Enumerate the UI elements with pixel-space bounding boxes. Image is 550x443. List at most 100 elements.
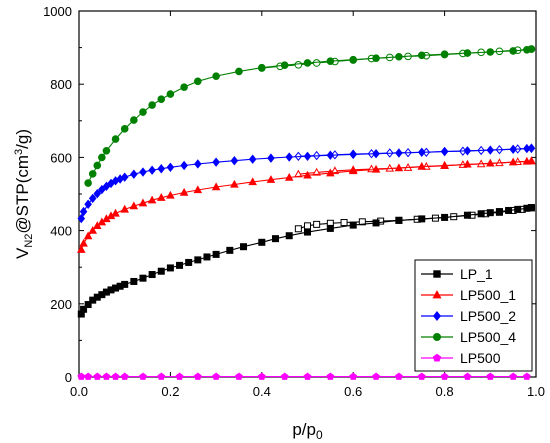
y-axis-title-post: /g)	[13, 129, 32, 149]
data-point-adsorption	[212, 157, 220, 167]
data-point-adsorption	[372, 54, 380, 63]
data-point-adsorption	[326, 168, 335, 177]
y-tick-label: 800	[50, 77, 72, 92]
data-point-adsorption	[180, 83, 188, 91]
data-point-adsorption	[77, 372, 86, 380]
data-point-adsorption	[212, 372, 220, 380]
data-point-adsorption	[395, 216, 403, 224]
data-point-adsorption	[111, 135, 120, 143]
data-point-adsorption	[394, 163, 404, 172]
data-point-adsorption	[226, 246, 234, 254]
data-point-adsorption	[84, 372, 93, 380]
data-point-adsorption	[371, 164, 381, 173]
data-point-adsorption	[303, 151, 312, 161]
data-point-adsorption	[179, 187, 189, 196]
data-point-adsorption	[148, 101, 156, 109]
data-point-adsorption	[129, 201, 139, 210]
data-point-adsorption	[194, 77, 202, 86]
data-point-adsorption	[157, 164, 166, 174]
data-point-adsorption	[166, 264, 174, 272]
y-tick-label: 600	[50, 150, 72, 165]
data-point-adsorption	[440, 160, 449, 169]
data-point-adsorption	[395, 52, 403, 61]
data-point-adsorption	[84, 179, 92, 187]
data-point-adsorption	[395, 372, 403, 380]
data-point-adsorption	[240, 243, 248, 251]
data-point-desorption	[340, 219, 348, 227]
data-point-adsorption	[157, 372, 166, 380]
series-lp-1	[77, 204, 535, 318]
data-point-adsorption	[175, 372, 184, 380]
data-point-adsorption	[79, 206, 88, 217]
data-point-adsorption	[303, 170, 312, 179]
legend-label: LP500_4	[460, 329, 516, 345]
legend-label: LP500	[460, 350, 501, 366]
legend-marker	[433, 270, 441, 278]
data-point-adsorption	[235, 67, 243, 76]
data-point-adsorption	[417, 161, 427, 170]
data-point-adsorption	[477, 210, 485, 218]
data-point-adsorption	[194, 159, 202, 169]
data-point-adsorption	[77, 213, 86, 224]
data-point-adsorption	[486, 158, 495, 167]
data-point-adsorption	[102, 147, 111, 155]
y-axis-title-mid: @STP(cm	[13, 155, 32, 234]
data-point-adsorption	[285, 232, 293, 240]
data-point-adsorption	[418, 215, 426, 223]
legend-label: LP_1	[460, 266, 493, 282]
x-axis-title-subscript: 0	[316, 428, 323, 442]
data-point-adsorption	[111, 372, 120, 380]
data-point-adsorption	[230, 155, 239, 166]
x-tick-label: 0.0	[70, 384, 88, 399]
data-point-adsorption	[138, 198, 148, 207]
data-point-adsorption	[248, 154, 257, 164]
series-lp500-1	[76, 156, 536, 253]
data-point-adsorption	[348, 166, 358, 175]
data-point-adsorption	[486, 372, 495, 380]
data-point-adsorption	[193, 185, 203, 194]
data-point-adsorption	[258, 238, 266, 246]
data-point-adsorption	[80, 305, 88, 313]
data-point-desorption	[312, 167, 321, 176]
data-point-adsorption	[257, 372, 266, 380]
data-point-adsorption	[139, 108, 147, 116]
data-point-adsorption	[76, 244, 86, 253]
y-axis-title-v: V	[13, 247, 32, 259]
data-point-adsorption	[98, 153, 106, 162]
data-point-adsorption	[527, 45, 536, 53]
data-point-adsorption	[326, 150, 335, 160]
legend: LP_1 LP500_1 LP500_2 LP500_4 LP500	[414, 259, 533, 372]
data-point-adsorption	[88, 193, 97, 204]
data-point-adsorption	[372, 372, 380, 380]
legend-marker	[432, 332, 442, 342]
data-point-adsorption	[230, 179, 239, 188]
data-point-desorption	[294, 61, 303, 69]
data-point-adsorption	[349, 221, 357, 229]
data-point-adsorption	[486, 48, 495, 56]
data-point-adsorption	[166, 90, 175, 98]
data-point-adsorption	[120, 125, 129, 133]
x-tick-label: 0.6	[344, 384, 362, 399]
data-point-adsorption	[98, 184, 106, 195]
data-point-desorption	[385, 163, 395, 172]
series-lp500	[77, 372, 531, 380]
data-point-adsorption	[166, 162, 175, 172]
x-tick-label: 0.2	[161, 384, 179, 399]
x-tick-label: 0.4	[253, 384, 271, 399]
data-point-adsorption	[157, 267, 165, 275]
data-point-adsorption	[157, 95, 166, 104]
series-lp500-4	[84, 45, 536, 187]
y-axis-title: VN2@STP(cm3/g)	[13, 129, 35, 259]
data-point-adsorption	[93, 161, 102, 170]
y-tick-label: 400	[50, 224, 72, 239]
series-layer	[76, 45, 536, 380]
data-point-adsorption	[280, 372, 289, 380]
data-point-adsorption	[139, 167, 147, 177]
data-point-adsorption	[417, 147, 426, 157]
data-point-adsorption	[180, 160, 188, 171]
data-point-adsorption	[514, 205, 522, 213]
data-point-adsorption	[463, 49, 472, 57]
data-point-adsorption	[440, 50, 449, 58]
legend-item-lp500: LP500	[421, 350, 501, 366]
data-point-adsorption	[88, 225, 98, 234]
